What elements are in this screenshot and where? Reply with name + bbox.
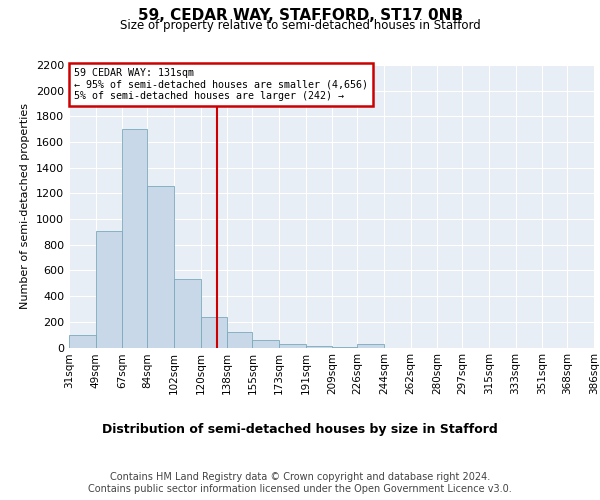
Bar [95,230,122,348]
Bar [358,344,384,347]
Text: 59, CEDAR WAY, STAFFORD, ST17 0NB: 59, CEDAR WAY, STAFFORD, ST17 0NB [137,8,463,22]
Bar [253,340,279,347]
Bar [122,129,148,348]
Text: Size of property relative to semi-detached houses in Stafford: Size of property relative to semi-detach… [119,18,481,32]
Bar [227,332,253,347]
Bar [332,347,358,348]
Bar [69,334,95,347]
Y-axis label: Number of semi-detached properties: Number of semi-detached properties [20,104,31,309]
Bar [279,344,305,347]
Text: Contains HM Land Registry data © Crown copyright and database right 2024.
Contai: Contains HM Land Registry data © Crown c… [88,472,512,494]
Text: 59 CEDAR WAY: 131sqm
← 95% of semi-detached houses are smaller (4,656)
5% of sem: 59 CEDAR WAY: 131sqm ← 95% of semi-detac… [74,68,368,101]
Bar [305,346,332,348]
Bar [200,316,227,348]
Bar [174,280,200,347]
Text: Distribution of semi-detached houses by size in Stafford: Distribution of semi-detached houses by … [102,422,498,436]
Bar [148,186,174,348]
